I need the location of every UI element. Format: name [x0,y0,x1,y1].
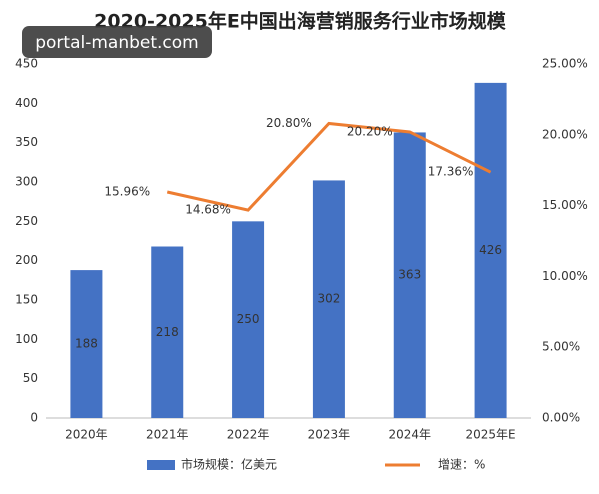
x-tick-label: 2025年E [466,428,516,442]
line [166,121,492,212]
y-tick-label: 350 [15,135,38,149]
bar [232,221,265,418]
y2-tick-label: 20.00% [542,127,588,141]
line-value-label: 20.80% [266,116,312,130]
x-tick-label: 2024年 [388,428,431,442]
legend-swatch [147,460,175,470]
bar [151,246,184,418]
bar [312,180,345,418]
bar [474,82,507,418]
line-value-label: 20.20% [347,124,393,138]
bar-value-label: 426 [479,243,502,257]
legend-label: 增速：% [438,458,485,472]
y-tick-label: 100 [15,332,38,346]
y-tick-label: 250 [15,214,38,228]
y2-tick-label: 0.00% [542,411,580,425]
y2-tick-label: 25.00% [542,57,588,71]
bar [393,132,426,418]
x-tick-label: 2020年 [65,428,108,442]
y-tick-label: 300 [15,175,38,189]
line-value-label: 17.36% [428,165,474,179]
y2-tick-label: 5.00% [542,340,580,354]
bar-value-label: 302 [317,292,340,306]
y-tick-label: 0 [30,411,38,425]
line-value-label: 15.96% [104,185,150,199]
y-tick-label: 50 [23,371,38,385]
y-tick-label: 400 [15,96,38,110]
bar-value-label: 250 [237,312,260,326]
y2-tick-label: 15.00% [542,198,588,212]
bar [70,270,103,418]
y-tick-label: 150 [15,293,38,307]
watermark: portal-manbet.com [35,33,199,53]
x-tick-label: 2021年 [146,428,189,442]
bar-value-label: 363 [398,268,421,282]
x-tick-label: 2022年 [227,428,270,442]
watermark-box [22,26,212,58]
y2-tick-label: 10.00% [542,269,588,283]
x-tick-label: 2023年 [308,428,351,442]
y-tick-label: 450 [15,57,38,71]
bar-value-label: 188 [75,337,98,351]
y-tick-label: 200 [15,253,38,267]
legend-label: 市场规模：亿美元 [181,457,277,472]
line-value-label: 14.68% [185,203,231,217]
bar-value-label: 218 [156,325,179,339]
